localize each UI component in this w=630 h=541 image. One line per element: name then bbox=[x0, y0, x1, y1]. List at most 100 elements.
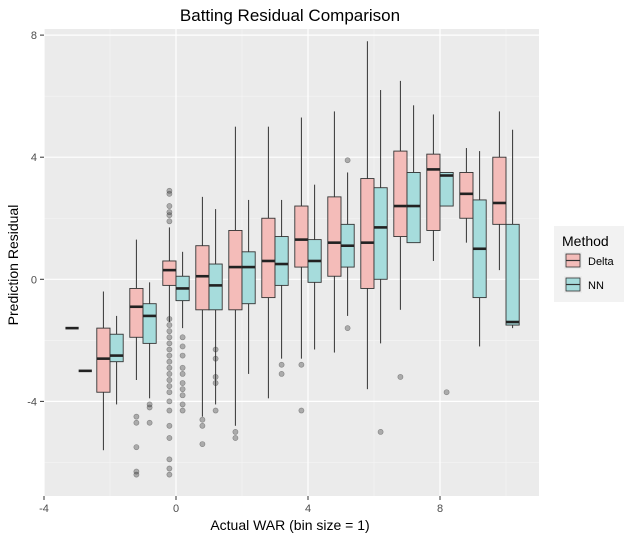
outlier-point bbox=[166, 471, 173, 478]
box-iqr bbox=[228, 230, 243, 311]
outlier-point bbox=[166, 398, 173, 405]
outlier-point bbox=[166, 435, 173, 441]
outlier-point bbox=[212, 407, 219, 414]
x-tick-label: 8 bbox=[437, 503, 443, 515]
outlier-point bbox=[212, 346, 219, 353]
box-delta bbox=[195, 196, 210, 448]
outlier-point bbox=[146, 401, 153, 408]
chart-title: Batting Residual Comparison bbox=[180, 6, 400, 25]
box-delta bbox=[360, 41, 375, 390]
outlier-point bbox=[166, 218, 173, 225]
y-tick-label: -4 bbox=[27, 396, 37, 408]
legend-label-nn: NN bbox=[588, 280, 604, 292]
outlier-point bbox=[179, 352, 186, 359]
y-tick-label: 4 bbox=[31, 152, 37, 164]
outlier-point bbox=[397, 374, 404, 380]
box-nn bbox=[241, 199, 256, 374]
outlier-point bbox=[199, 416, 206, 423]
outlier-point bbox=[199, 422, 206, 429]
box-nn bbox=[142, 282, 157, 426]
outlier-point bbox=[179, 380, 186, 386]
x-tick-label: 4 bbox=[305, 503, 311, 515]
outlier-point bbox=[344, 325, 351, 332]
box-iqr bbox=[195, 245, 210, 311]
box-iqr bbox=[373, 187, 388, 280]
legend-key-nn: NN bbox=[564, 276, 604, 293]
box-nn bbox=[505, 129, 520, 329]
box-iqr bbox=[96, 327, 111, 393]
box-iqr bbox=[360, 178, 375, 289]
box-iqr bbox=[241, 251, 256, 305]
box-delta bbox=[96, 291, 111, 451]
outlier-point bbox=[166, 407, 173, 414]
x-tick-label: 0 bbox=[173, 503, 179, 515]
outlier-point bbox=[166, 358, 173, 365]
legend-key-delta: Delta bbox=[564, 252, 615, 269]
box-nn bbox=[109, 315, 124, 405]
box-delta bbox=[459, 148, 474, 243]
outlier-point bbox=[166, 328, 173, 335]
box-delta bbox=[261, 126, 276, 399]
outlier-point bbox=[179, 364, 186, 371]
box-iqr bbox=[439, 172, 454, 207]
outlier-point bbox=[166, 364, 173, 371]
box-delta bbox=[492, 111, 507, 271]
outlier-point bbox=[166, 389, 173, 396]
box-iqr bbox=[162, 260, 177, 286]
outlier-point bbox=[212, 355, 219, 362]
outlier-point bbox=[166, 377, 173, 383]
outlier-point bbox=[133, 471, 140, 478]
box-delta bbox=[162, 187, 177, 478]
box-iqr bbox=[393, 150, 408, 238]
outlier-point bbox=[133, 444, 140, 451]
box-iqr bbox=[261, 217, 276, 299]
box-iqr bbox=[426, 153, 441, 231]
box-iqr bbox=[505, 223, 520, 326]
outlier-point bbox=[166, 352, 173, 359]
outlier-point bbox=[298, 361, 305, 368]
outlier-point bbox=[179, 343, 186, 350]
outlier-point bbox=[166, 190, 173, 197]
box-iqr bbox=[459, 172, 474, 219]
box-nn bbox=[406, 105, 421, 244]
outlier-point bbox=[133, 419, 140, 426]
outlier-point bbox=[166, 456, 173, 463]
outlier-point bbox=[166, 316, 173, 322]
outlier-point bbox=[166, 187, 173, 194]
box-nn bbox=[472, 151, 487, 347]
outlier-point bbox=[166, 340, 173, 347]
panel-background bbox=[44, 29, 539, 496]
outlier-point bbox=[232, 429, 239, 435]
outlier-point bbox=[377, 429, 384, 435]
outlier-point bbox=[212, 380, 219, 386]
y-axis-label: Prediction Residual bbox=[5, 205, 21, 326]
outlier-point bbox=[179, 401, 186, 408]
outlier-point bbox=[166, 334, 173, 341]
box-iqr bbox=[492, 156, 507, 225]
box-nn bbox=[373, 90, 388, 435]
outlier-point bbox=[278, 371, 285, 377]
outlier-point bbox=[166, 465, 173, 472]
box-nn bbox=[274, 199, 289, 377]
outlier-point bbox=[166, 203, 173, 209]
box-iqr bbox=[208, 263, 223, 311]
box-nn bbox=[340, 157, 355, 332]
outlier-point bbox=[298, 407, 305, 414]
outlier-point bbox=[133, 413, 140, 420]
box-nn bbox=[175, 251, 190, 414]
box-delta bbox=[129, 239, 144, 478]
outlier-point bbox=[278, 361, 285, 368]
outlier-point bbox=[166, 371, 173, 377]
outlier-point bbox=[232, 435, 239, 441]
boxes bbox=[65, 41, 520, 478]
box-nn bbox=[208, 209, 223, 414]
outlier-point bbox=[179, 386, 186, 393]
box-iqr bbox=[406, 172, 421, 244]
outlier-point bbox=[166, 422, 173, 429]
box-iqr bbox=[142, 303, 157, 344]
outlier-point bbox=[166, 346, 173, 353]
box-delta bbox=[294, 117, 309, 414]
box-nn bbox=[307, 184, 322, 350]
outlier-point bbox=[146, 419, 153, 426]
box-delta bbox=[327, 111, 342, 353]
